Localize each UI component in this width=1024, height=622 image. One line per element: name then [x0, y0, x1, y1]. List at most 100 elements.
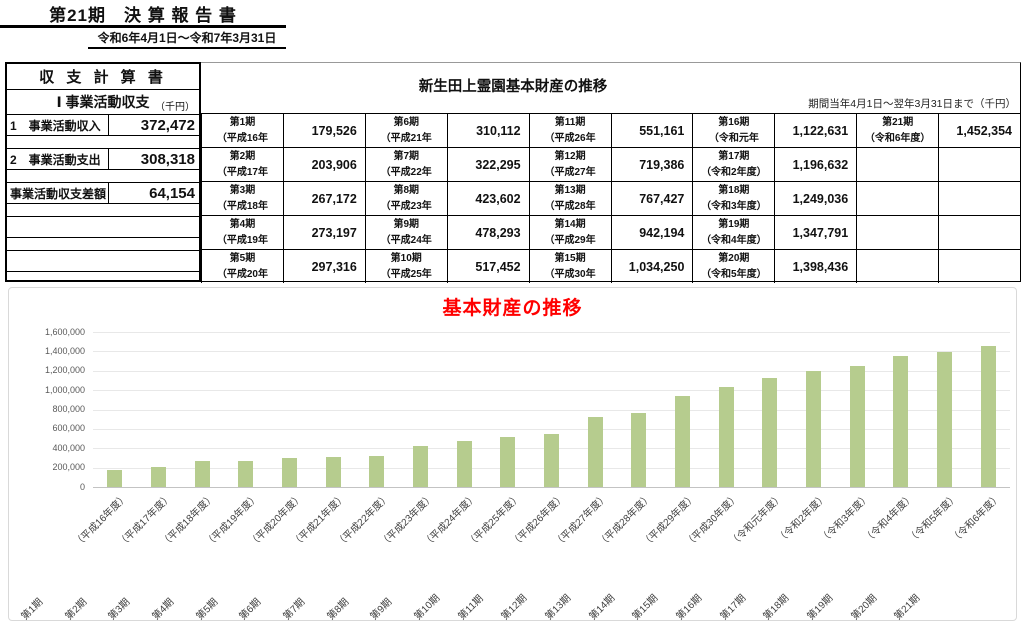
value-cell: 273,197: [282, 215, 365, 249]
bar: [980, 346, 996, 487]
period-cell: 第6期 （平成21年: [364, 113, 447, 147]
period-cell: 第5期 （平成20年: [201, 249, 283, 283]
y-axis-tick-label: 400,000: [52, 442, 85, 453]
period-cell: 第7期 （平成22年: [364, 147, 447, 181]
y-axis-tick-label: 600,000: [52, 423, 85, 434]
assets-period-note: 期間当年4月1日～翌年3月31日まで（千円）: [808, 98, 1016, 110]
gridline: [93, 370, 1010, 372]
value-cell: [938, 181, 1020, 215]
period-cell: [856, 181, 939, 215]
y-axis-tick-label: 1,400,000: [44, 345, 85, 356]
value-cell: 1,347,791: [774, 215, 857, 249]
y-axis-tick-label: 1,000,000: [44, 384, 85, 395]
table-row: 事業活動収支差額 64,154: [7, 182, 199, 203]
statement-table: 収 支 計 算 書 Ⅰ 事業活動収支 （千円） 1 事業活動収入 372,472…: [5, 62, 201, 282]
period-cell: 第20期 （令和5年度）: [692, 249, 775, 283]
period-cell: 第19期 （令和4年度）: [692, 215, 775, 249]
row-value: 372,472: [140, 116, 195, 134]
empty-row: [7, 250, 199, 271]
value-cell: 478,293: [446, 215, 529, 249]
value-cell: 551,161: [610, 113, 693, 147]
period-cell: 第21期 （令和6年度）: [856, 113, 939, 147]
gridline: [93, 351, 1010, 353]
y-axis-tick-label: 0: [79, 481, 85, 492]
gridline: [93, 409, 1010, 411]
y-axis-tick-label: 1,200,000: [44, 365, 85, 376]
period-cell: 第3期 （平成18年: [201, 181, 283, 215]
period-cell: 第15期 （平成30年: [528, 249, 611, 283]
period-cell: 第8期 （平成23年: [364, 181, 447, 215]
report-period: 令和6年4月1日～令和7年3月31日: [88, 29, 286, 49]
y-axis-tick-label: 1,600,000: [44, 326, 85, 337]
period-cell: 第11期 （平成26年: [528, 113, 611, 147]
bar: [806, 371, 821, 487]
period-cell: 第13期 （平成28年: [528, 181, 611, 215]
value-cell: 203,906: [282, 147, 365, 181]
bar: [413, 445, 428, 487]
gridline: [93, 390, 1010, 392]
empty-row: [7, 216, 199, 237]
period-cell: 第14期 （平成29年: [528, 215, 611, 249]
bar: [762, 378, 778, 487]
period-cell: 第12期 （平成27年: [528, 147, 611, 181]
bar: [587, 417, 603, 487]
value-cell: 322,295: [446, 147, 529, 181]
table-row: 1 事業活動収入 372,472: [7, 114, 199, 135]
period-cell: 第1期 （平成16年: [201, 113, 283, 147]
value-cell: 1,122,631: [774, 113, 857, 147]
row-value: 64,154: [149, 184, 195, 202]
page-title: 第21期 決 算 報 告 書: [49, 6, 237, 25]
bar: [631, 412, 647, 487]
table-row: 2 事業活動支出 308,318: [7, 148, 199, 169]
value-cell: 179,526: [282, 113, 365, 147]
period-cell: [856, 249, 939, 283]
value-cell: 719,386: [610, 147, 693, 181]
statement-title: 収 支 計 算 書: [39, 69, 167, 86]
assets-table: 新生田上霊園基本財産の推移 期間当年4月1日～翌年3月31日まで（千円） 第1期…: [201, 62, 1021, 283]
bar: [282, 458, 297, 487]
value-cell: 267,172: [282, 181, 365, 215]
empty-row: [7, 271, 199, 284]
bar: [107, 469, 123, 487]
period-cell: 第4期 （平成19年: [201, 215, 283, 249]
bar: [718, 386, 734, 487]
value-cell: 423,602: [446, 181, 529, 215]
statement-unit: （千円）: [155, 102, 195, 113]
value-cell: 310,112: [446, 113, 529, 147]
period-cell: 第17期 （令和2年度）: [692, 147, 775, 181]
gridline: [93, 332, 1010, 333]
bar: [151, 467, 166, 487]
gridline: [93, 428, 1010, 430]
value-cell: 942,194: [610, 215, 693, 249]
period-cell: 第2期 （平成17年: [201, 147, 283, 181]
bar: [500, 436, 516, 487]
period-cell: 第18期 （令和3年度）: [692, 181, 775, 215]
value-cell: 1,452,354: [938, 113, 1020, 147]
value-cell: 297,316: [282, 249, 365, 283]
value-cell: 1,034,250: [610, 249, 693, 283]
title-underline: [0, 25, 286, 28]
row-value: 308,318: [140, 150, 195, 168]
bar: [675, 395, 690, 487]
period-cell: [856, 147, 939, 181]
statement-section: Ⅰ 事業活動収支 （千円）: [7, 89, 199, 114]
empty-row: [7, 169, 199, 182]
period-cell: [856, 215, 939, 249]
value-cell: 767,427: [610, 181, 693, 215]
assets-table-header: 新生田上霊園基本財産の推移 期間当年4月1日～翌年3月31日まで（千円）: [201, 63, 1020, 113]
chart-title: 基本財産の推移: [442, 298, 583, 319]
value-cell: 1,398,436: [774, 249, 857, 283]
bar: [325, 456, 341, 487]
y-axis-tick-label: 200,000: [52, 462, 85, 473]
assets-chart: 基本財産の推移 0 200,000 400,000 600,000 800,000 1,0…: [8, 287, 1017, 622]
bar: [194, 461, 210, 487]
bar: [937, 351, 952, 487]
value-cell: [938, 249, 1020, 283]
empty-row: [7, 135, 199, 148]
bar: [849, 365, 865, 487]
period-cell: 第10期 （平成25年: [364, 249, 447, 283]
period-cell: 第16期 （令和元年: [692, 113, 775, 147]
x-axis-line: [93, 487, 1010, 488]
y-axis-tick-label: 800,000: [52, 404, 85, 414]
